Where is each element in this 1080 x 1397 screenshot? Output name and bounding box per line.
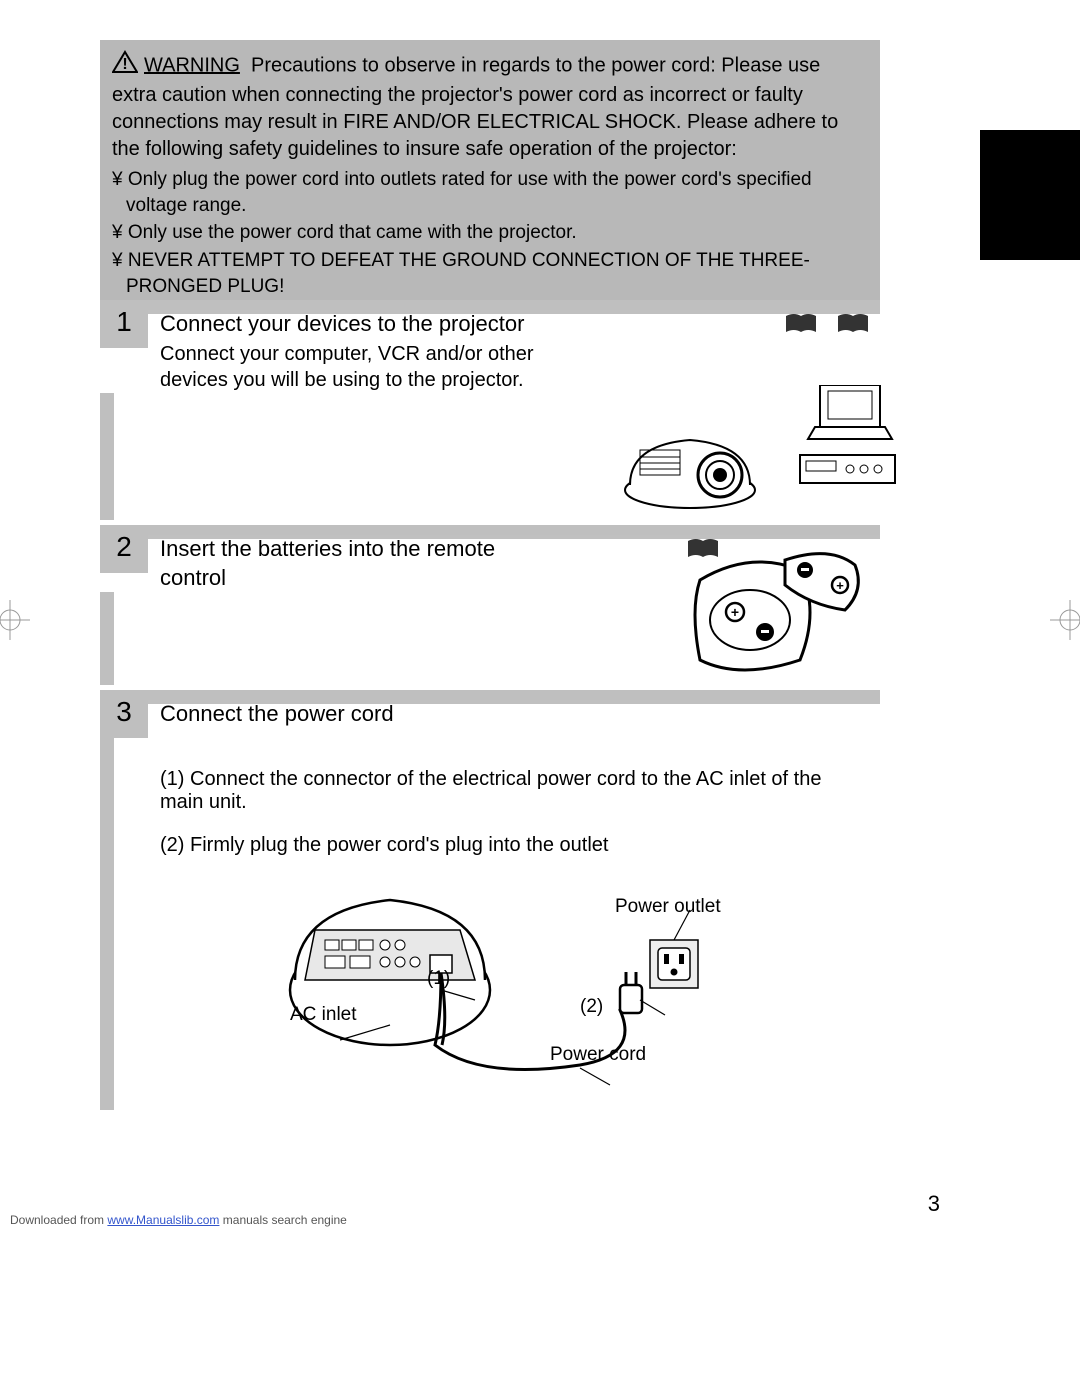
footer-prefix: Downloaded from — [10, 1213, 107, 1227]
warning-box: ! WARNING Precautions to observe in rega… — [100, 40, 880, 341]
warning-bullet: ¥ Only use the power cord that came with… — [112, 220, 868, 246]
label-power-outlet: Power outlet — [615, 896, 721, 918]
crop-mark-right — [1050, 600, 1080, 640]
step-3: 3 Connect the power cord (1) Connect the… — [100, 690, 880, 857]
step-title: Connect the power cord — [160, 700, 880, 729]
page-edge-tab — [980, 130, 1080, 260]
svg-text:+: + — [731, 604, 739, 620]
warning-triangle-icon: ! — [112, 50, 138, 82]
footer-attribution: Downloaded from www.Manualslib.com manua… — [10, 1213, 347, 1227]
svg-text:!: ! — [122, 56, 127, 73]
crop-mark-left — [0, 600, 30, 640]
svg-text:+: + — [836, 578, 844, 593]
reference-book-icon — [784, 312, 818, 341]
section-strip — [100, 525, 880, 535]
step-title: Insert the batteries into the remote con… — [160, 535, 560, 592]
warning-bullet: ¥ NEVER ATTEMPT TO DEFEAT THE GROUND CON… — [112, 248, 868, 299]
power-cord-illustration — [280, 870, 800, 1090]
label-ref2: (2) — [580, 996, 603, 1018]
label-ac-inlet: AC inlet — [290, 1004, 357, 1026]
manual-page: ! WARNING Precautions to observe in rega… — [0, 0, 1080, 1397]
section-strip — [100, 690, 880, 700]
reference-book-icon — [836, 312, 870, 341]
warning-label: WARNING — [144, 54, 240, 76]
step-subtitle: Connect your computer, VCR and/or other … — [160, 341, 580, 393]
footer-link[interactable]: www.Manualslib.com — [107, 1213, 219, 1227]
label-power-cord: Power cord — [550, 1044, 646, 1066]
remote-batteries-illustration: + + — [680, 540, 880, 680]
page-number: 3 — [928, 1191, 940, 1217]
label-ref1: (1) — [427, 968, 450, 990]
step-1: 1 Connect your devices to the projector … — [100, 300, 880, 393]
projector-devices-illustration — [620, 385, 900, 515]
step-title: Connect your devices to the projector — [160, 310, 784, 339]
footer-suffix: manuals search engine — [219, 1213, 346, 1227]
step3-line1: (1) Connect the connector of the electri… — [160, 768, 870, 814]
section-strip — [100, 300, 880, 310]
warning-bullet: ¥ Only plug the power cord into outlets … — [112, 167, 868, 218]
step3-line2: (2) Firmly plug the power cord's plug in… — [160, 834, 870, 857]
